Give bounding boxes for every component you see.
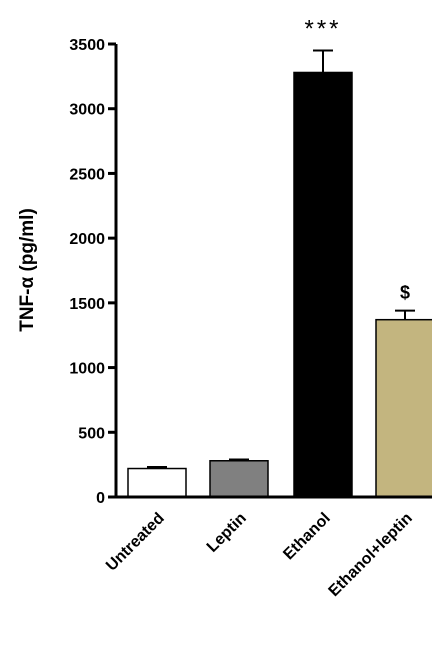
bar bbox=[293, 71, 353, 498]
bar bbox=[375, 318, 432, 498]
y-tick-label: 1500 bbox=[69, 296, 105, 313]
y-tick-label: 500 bbox=[78, 425, 105, 442]
x-tick-label: Ethanol+leptin bbox=[326, 510, 416, 600]
x-tick-label: Leptin bbox=[204, 510, 250, 556]
y-tick-label: 2500 bbox=[69, 166, 105, 183]
significance-annotation: *** bbox=[304, 15, 341, 42]
bar bbox=[127, 467, 187, 498]
y-tick-label: 1000 bbox=[69, 361, 105, 378]
y-axis-label: TNF-α (pg/ml) bbox=[17, 208, 38, 332]
bar bbox=[209, 460, 269, 498]
x-tick-label: Ethanol bbox=[280, 510, 334, 564]
significance-annotation: $ bbox=[400, 283, 410, 303]
x-tick-label: Untreated bbox=[103, 510, 168, 575]
bars: *** $ bbox=[127, 15, 432, 498]
y-tick-label: 3500 bbox=[69, 37, 105, 54]
y-axis: 0 500 1000 1500 2000 2500 3000 3500 bbox=[69, 37, 118, 507]
y-tick-label: 0 bbox=[96, 490, 105, 507]
y-tick-label: 3000 bbox=[69, 102, 105, 119]
y-tick-label: 2000 bbox=[69, 231, 105, 248]
